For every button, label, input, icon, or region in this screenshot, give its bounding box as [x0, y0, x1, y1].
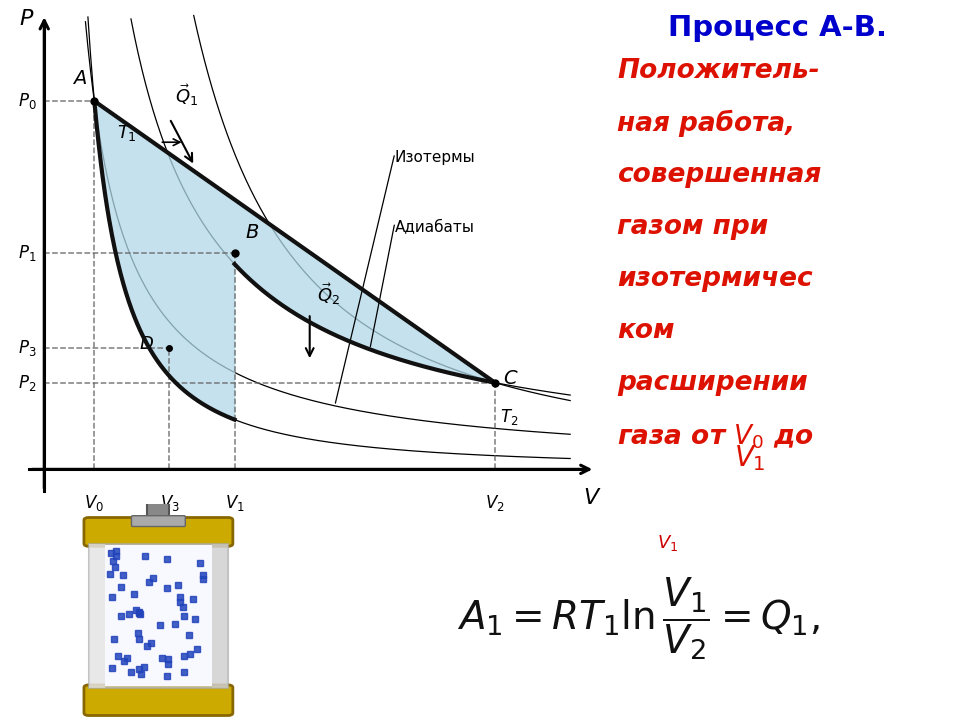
- Text: $A_1 = RT_1\ln\dfrac{V_1}{V_2} = Q_1,$: $A_1 = RT_1\ln\dfrac{V_1}{V_2} = Q_1,$: [457, 575, 820, 662]
- Text: совершенная: совершенная: [617, 162, 822, 188]
- Text: $V_1$: $V_1$: [657, 533, 678, 553]
- Bar: [88, 544, 228, 688]
- Text: $V_3$: $V_3$: [159, 493, 180, 513]
- Text: $V_2$: $V_2$: [485, 493, 505, 513]
- Text: Процесс А-В.: Процесс А-В.: [668, 14, 887, 42]
- Text: Положитель-: Положитель-: [617, 58, 820, 84]
- Text: Адиабаты: Адиабаты: [395, 219, 475, 234]
- Text: $P_0$: $P_0$: [18, 91, 36, 111]
- Text: $P_1$: $P_1$: [18, 243, 36, 263]
- Bar: [147, 503, 170, 520]
- Text: $B$: $B$: [245, 223, 259, 242]
- Text: $A$: $A$: [72, 69, 86, 88]
- Text: ком: ком: [617, 318, 675, 344]
- Text: $V_1$: $V_1$: [733, 443, 765, 473]
- Text: $C$: $C$: [502, 369, 518, 388]
- Bar: [88, 544, 105, 688]
- Text: $V$: $V$: [584, 487, 602, 508]
- Text: $D$: $D$: [139, 335, 155, 353]
- Text: газом при: газом при: [617, 214, 768, 240]
- Text: расширении: расширении: [617, 371, 807, 397]
- Text: ная работа,: ная работа,: [617, 110, 795, 138]
- Text: $P_2$: $P_2$: [18, 373, 36, 392]
- FancyBboxPatch shape: [84, 685, 233, 716]
- FancyBboxPatch shape: [84, 518, 233, 546]
- Text: Изотермы: Изотермы: [395, 150, 475, 165]
- Text: $\vec{Q}_2$: $\vec{Q}_2$: [317, 281, 340, 307]
- Text: $T_1$: $T_1$: [117, 122, 136, 143]
- Text: $V_0$: $V_0$: [84, 493, 105, 513]
- Polygon shape: [94, 101, 495, 420]
- Text: $T_2$: $T_2$: [500, 407, 518, 426]
- Bar: [105, 546, 212, 685]
- Text: $P$: $P$: [19, 9, 35, 29]
- Text: $\vec{Q}_1$: $\vec{Q}_1$: [176, 81, 199, 107]
- Bar: [212, 544, 228, 688]
- Text: $P_3$: $P_3$: [18, 338, 36, 358]
- Text: газа от $V_0$ до: газа от $V_0$ до: [617, 423, 814, 451]
- FancyBboxPatch shape: [132, 516, 185, 526]
- Text: изотермичес: изотермичес: [617, 266, 813, 292]
- Text: $V_1$: $V_1$: [225, 493, 245, 513]
